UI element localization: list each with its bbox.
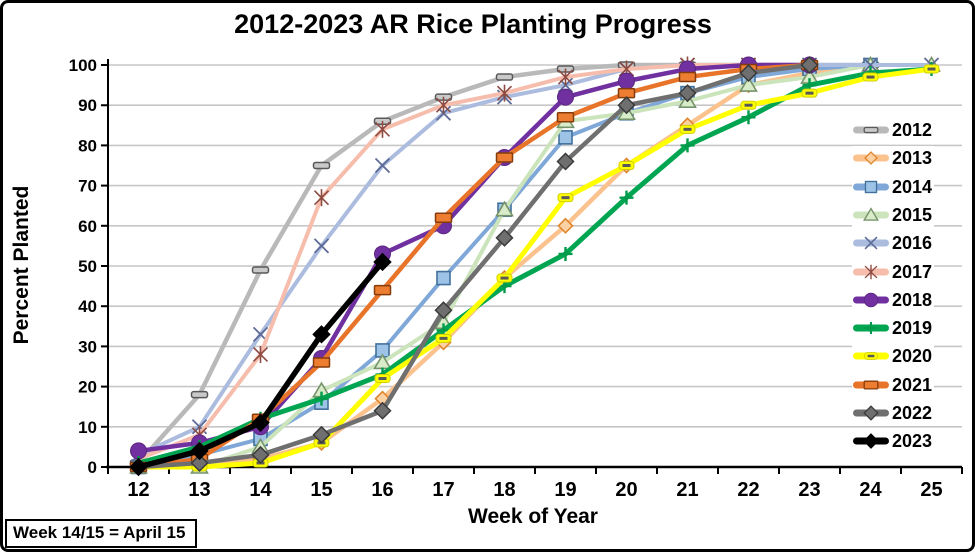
chart-title: 2012-2023 AR Rice Planting Progress xyxy=(234,9,712,39)
series-line-2017 xyxy=(136,63,751,461)
series-2012 xyxy=(129,61,880,467)
x-tick-label: 21 xyxy=(676,479,698,501)
x-tick-label: 14 xyxy=(249,479,272,501)
series-2023 xyxy=(129,252,392,477)
y-tick-label: 90 xyxy=(78,96,97,115)
x-axis-title: Week of Year xyxy=(468,505,598,528)
x-tick-label: 12 xyxy=(127,479,149,501)
x-tick-label: 13 xyxy=(188,479,210,501)
series-line-2012 xyxy=(136,62,873,466)
x-tick-label: 22 xyxy=(737,479,759,501)
plot-area: 0 10 20 30 40 50 60 70 80 90 100 12 13 14 15 16 17 18 19 20… xyxy=(69,55,963,501)
y-tick-label: 70 xyxy=(78,177,97,196)
x-tick-label: 16 xyxy=(371,479,393,501)
y-tick-label: 50 xyxy=(78,257,97,276)
y-tick-label: 30 xyxy=(78,337,97,356)
y-tick-label: 40 xyxy=(78,297,97,316)
series-line-2019 xyxy=(136,66,934,466)
series-line-2022 xyxy=(136,62,812,470)
note-box: Week 14/15 = April 15 xyxy=(5,519,198,548)
series-2017 xyxy=(130,56,757,468)
series-line-2015 xyxy=(136,63,934,469)
x-tick-label: 23 xyxy=(798,479,820,501)
series-2016 xyxy=(130,57,940,463)
y-tick-label: 60 xyxy=(78,217,97,236)
x-tick-label: 17 xyxy=(432,479,454,501)
y-axis-title: Percent Planted xyxy=(10,185,33,345)
y-tick-label: 0 xyxy=(88,458,97,477)
x-tick-label: 19 xyxy=(554,479,576,501)
series-line-2016 xyxy=(136,63,934,457)
x-tick-label: 24 xyxy=(859,479,882,501)
y-tick-label: 100 xyxy=(69,56,97,75)
series-line-2020 xyxy=(136,66,934,470)
y-tick-label: 20 xyxy=(78,378,97,397)
x-tick-label: 15 xyxy=(310,479,332,501)
x-tick-label: 18 xyxy=(493,479,515,501)
y-tick-label: 10 xyxy=(78,418,97,437)
x-tick-label: 25 xyxy=(920,479,942,501)
y-tick-label: 80 xyxy=(78,136,97,155)
x-tick-label: 20 xyxy=(615,479,637,501)
